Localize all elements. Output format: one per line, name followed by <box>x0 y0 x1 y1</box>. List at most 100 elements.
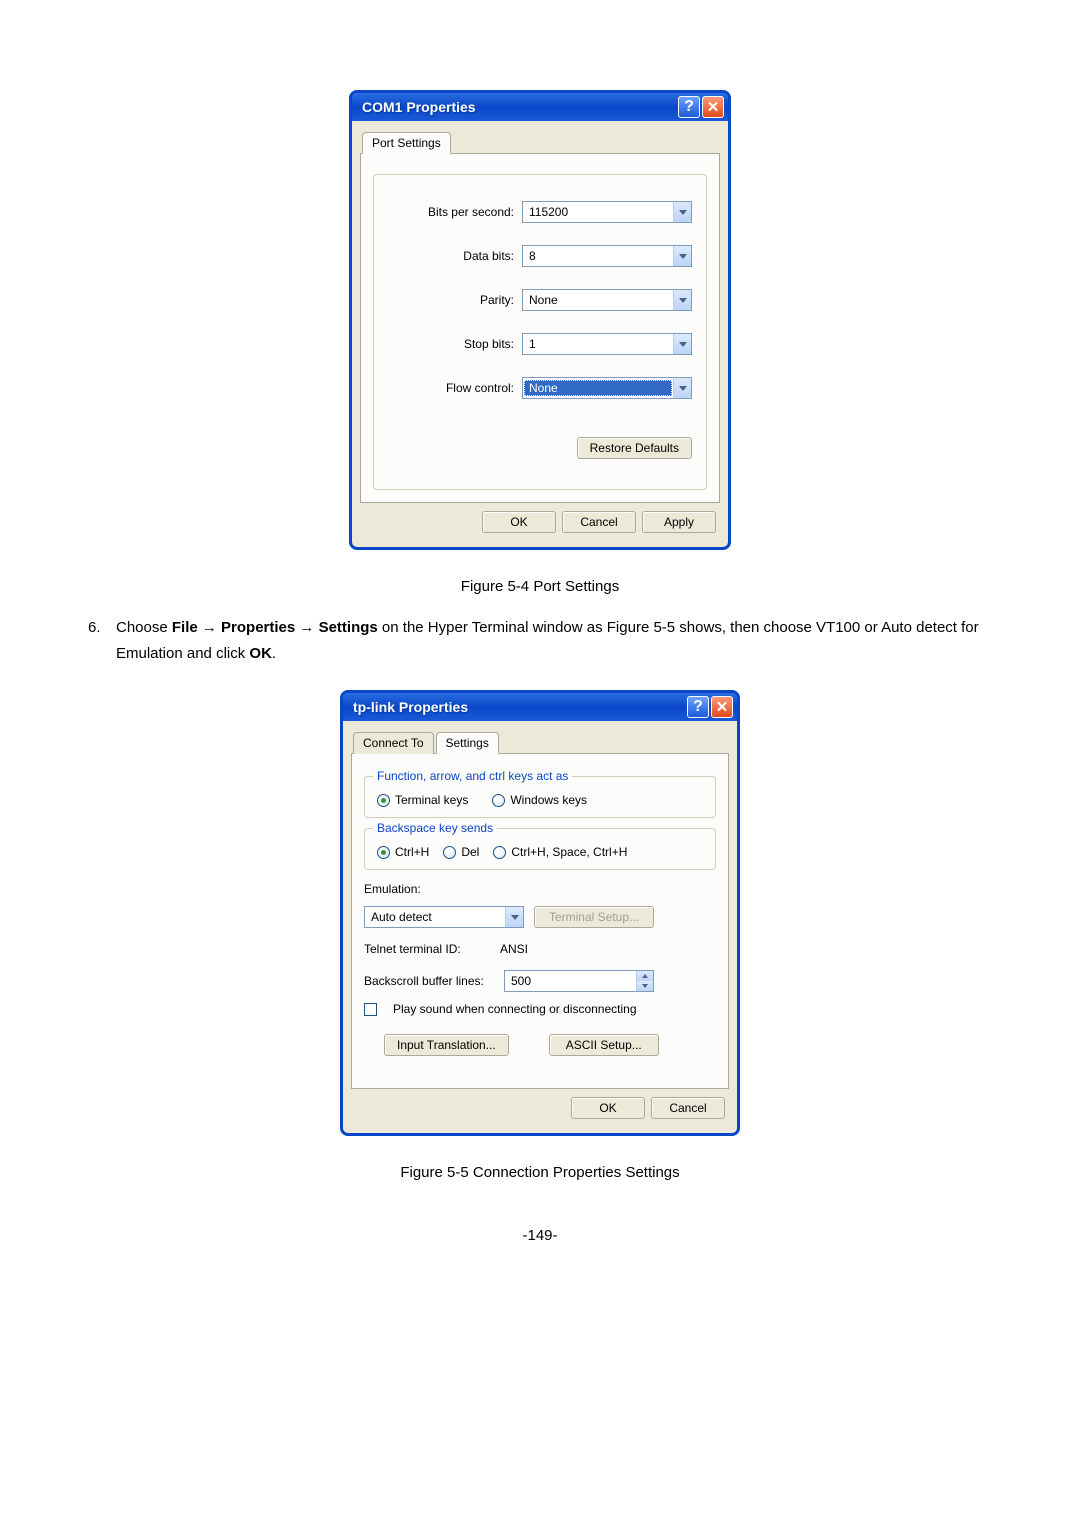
radio-icon <box>492 794 505 807</box>
spinner-backscroll[interactable]: 500 <box>504 970 654 992</box>
select-bits-per-second[interactable]: 115200 <box>522 201 692 223</box>
chevron-up-icon <box>642 974 648 978</box>
page: COM1 Properties ? ✕ Port Settings Bits p… <box>0 0 1080 1284</box>
tab-panel-settings: Function, arrow, and ctrl keys act as Te… <box>351 754 729 1089</box>
tab-settings[interactable]: Settings <box>436 732 499 754</box>
restore-defaults-button[interactable]: Restore Defaults <box>577 437 692 459</box>
step-text: Choose File → Properties → Settings on t… <box>116 615 1010 666</box>
dialog-title: COM1 Properties <box>362 99 476 115</box>
group-function-keys: Function, arrow, and ctrl keys act as Te… <box>364 776 716 818</box>
checkbox-play-sound[interactable] <box>364 1003 377 1016</box>
radio-icon <box>377 794 390 807</box>
label-emulation: Emulation: <box>364 882 716 896</box>
tab-connect-to[interactable]: Connect To <box>353 732 434 754</box>
label-data-bits: Data bits: <box>463 249 522 263</box>
select-value: Auto detect <box>365 910 505 924</box>
chevron-down-icon <box>673 202 691 222</box>
value-telnet-id: ANSI <box>494 938 594 960</box>
label-stop-bits: Stop bits: <box>464 337 522 351</box>
dialog-body: Connect To Settings Function, arrow, and… <box>343 721 737 1133</box>
radio-del[interactable]: Del <box>443 845 479 859</box>
select-data-bits[interactable]: 8 <box>522 245 692 267</box>
ok-button[interactable]: OK <box>571 1097 645 1119</box>
radio-row-function-keys: Terminal keys Windows keys <box>375 787 705 809</box>
select-value: None <box>523 293 673 307</box>
tabstrip: Port Settings <box>360 131 720 154</box>
dialog-button-bar: OK Cancel <box>351 1089 729 1121</box>
label-backscroll: Backscroll buffer lines: <box>364 974 494 988</box>
chevron-down-icon <box>673 246 691 266</box>
port-settings-fieldset: Bits per second: 115200 Data bits: 8 <box>373 174 707 490</box>
row-play-sound[interactable]: Play sound when connecting or disconnect… <box>364 1002 716 1016</box>
label-parity: Parity: <box>480 293 522 307</box>
input-translation-button[interactable]: Input Translation... <box>384 1034 509 1056</box>
titlebar[interactable]: tp-link Properties ? ✕ <box>343 693 737 721</box>
row-extra-buttons: Input Translation... ASCII Setup... <box>364 1034 716 1056</box>
label-telnet-id: Telnet terminal ID: <box>364 942 484 956</box>
ok-button[interactable]: OK <box>482 511 556 533</box>
cancel-button[interactable]: Cancel <box>651 1097 725 1119</box>
radio-terminal-keys[interactable]: Terminal keys <box>377 793 468 807</box>
row-parity: Parity: None <box>388 289 692 311</box>
tabstrip: Connect To Settings <box>351 731 729 754</box>
select-emulation[interactable]: Auto detect <box>364 906 524 928</box>
titlebar-buttons: ? ✕ <box>678 96 724 118</box>
chevron-down-icon <box>642 984 648 988</box>
spinner-down-button[interactable] <box>637 981 653 991</box>
close-button[interactable]: ✕ <box>711 696 733 718</box>
help-icon: ? <box>684 99 694 115</box>
help-icon: ? <box>693 699 703 715</box>
apply-button[interactable]: Apply <box>642 511 716 533</box>
row-flow-control: Flow control: None <box>388 377 692 399</box>
select-flow-control[interactable]: None <box>522 377 692 399</box>
close-button[interactable]: ✕ <box>702 96 724 118</box>
radio-row-backspace: Ctrl+H Del Ctrl+H, Space, Ctrl+H <box>375 839 705 861</box>
titlebar[interactable]: COM1 Properties ? ✕ <box>352 93 728 121</box>
radio-icon <box>443 846 456 859</box>
select-value: 8 <box>523 249 673 263</box>
row-bits-per-second: Bits per second: 115200 <box>388 201 692 223</box>
row-emulation: Auto detect Terminal Setup... <box>364 906 716 928</box>
select-value: None <box>524 380 672 396</box>
spinner-up-button[interactable] <box>637 971 653 981</box>
dialog-body: Port Settings Bits per second: 115200 Da… <box>352 121 728 547</box>
label-bits-per-second: Bits per second: <box>428 205 522 219</box>
page-number: -149- <box>70 1227 1010 1244</box>
group-backspace: Backspace key sends Ctrl+H Del Ctrl+H <box>364 828 716 870</box>
row-data-bits: Data bits: 8 <box>388 245 692 267</box>
dialog-title: tp-link Properties <box>353 699 468 715</box>
radio-label-text: Terminal keys <box>395 793 468 807</box>
radio-icon <box>377 846 390 859</box>
step-number: 6. <box>70 615 116 666</box>
titlebar-buttons: ? ✕ <box>687 696 733 718</box>
row-backscroll: Backscroll buffer lines: 500 <box>364 970 716 992</box>
group-legend: Backspace key sends <box>373 821 497 835</box>
spinner-value: 500 <box>505 974 636 988</box>
radio-label-text: Ctrl+H, Space, Ctrl+H <box>511 845 627 859</box>
chevron-down-icon <box>505 907 523 927</box>
select-stop-bits[interactable]: 1 <box>522 333 692 355</box>
figure-caption-1: Figure 5-4 Port Settings <box>70 578 1010 595</box>
com1-properties-dialog: COM1 Properties ? ✕ Port Settings Bits p… <box>349 90 731 550</box>
radio-ctrl-h[interactable]: Ctrl+H <box>377 845 429 859</box>
group-legend: Function, arrow, and ctrl keys act as <box>373 769 572 783</box>
ascii-setup-button[interactable]: ASCII Setup... <box>549 1034 659 1056</box>
chevron-down-icon <box>673 334 691 354</box>
radio-icon <box>493 846 506 859</box>
label-flow-control: Flow control: <box>446 381 522 395</box>
dialog-button-bar: OK Cancel Apply <box>360 503 720 535</box>
help-button[interactable]: ? <box>678 96 700 118</box>
help-button[interactable]: ? <box>687 696 709 718</box>
tab-panel: Bits per second: 115200 Data bits: 8 <box>360 154 720 503</box>
tab-port-settings[interactable]: Port Settings <box>362 132 451 154</box>
select-value: 115200 <box>523 205 673 219</box>
instruction-step-6: 6. Choose File → Properties → Settings o… <box>70 615 1010 666</box>
chevron-down-icon <box>673 378 691 398</box>
radio-label-text: Ctrl+H <box>395 845 429 859</box>
select-parity[interactable]: None <box>522 289 692 311</box>
cancel-button[interactable]: Cancel <box>562 511 636 533</box>
radio-ctrl-h-space[interactable]: Ctrl+H, Space, Ctrl+H <box>493 845 627 859</box>
radio-windows-keys[interactable]: Windows keys <box>492 793 587 807</box>
radio-label-text: Windows keys <box>510 793 587 807</box>
row-telnet-id: Telnet terminal ID: ANSI <box>364 938 716 960</box>
